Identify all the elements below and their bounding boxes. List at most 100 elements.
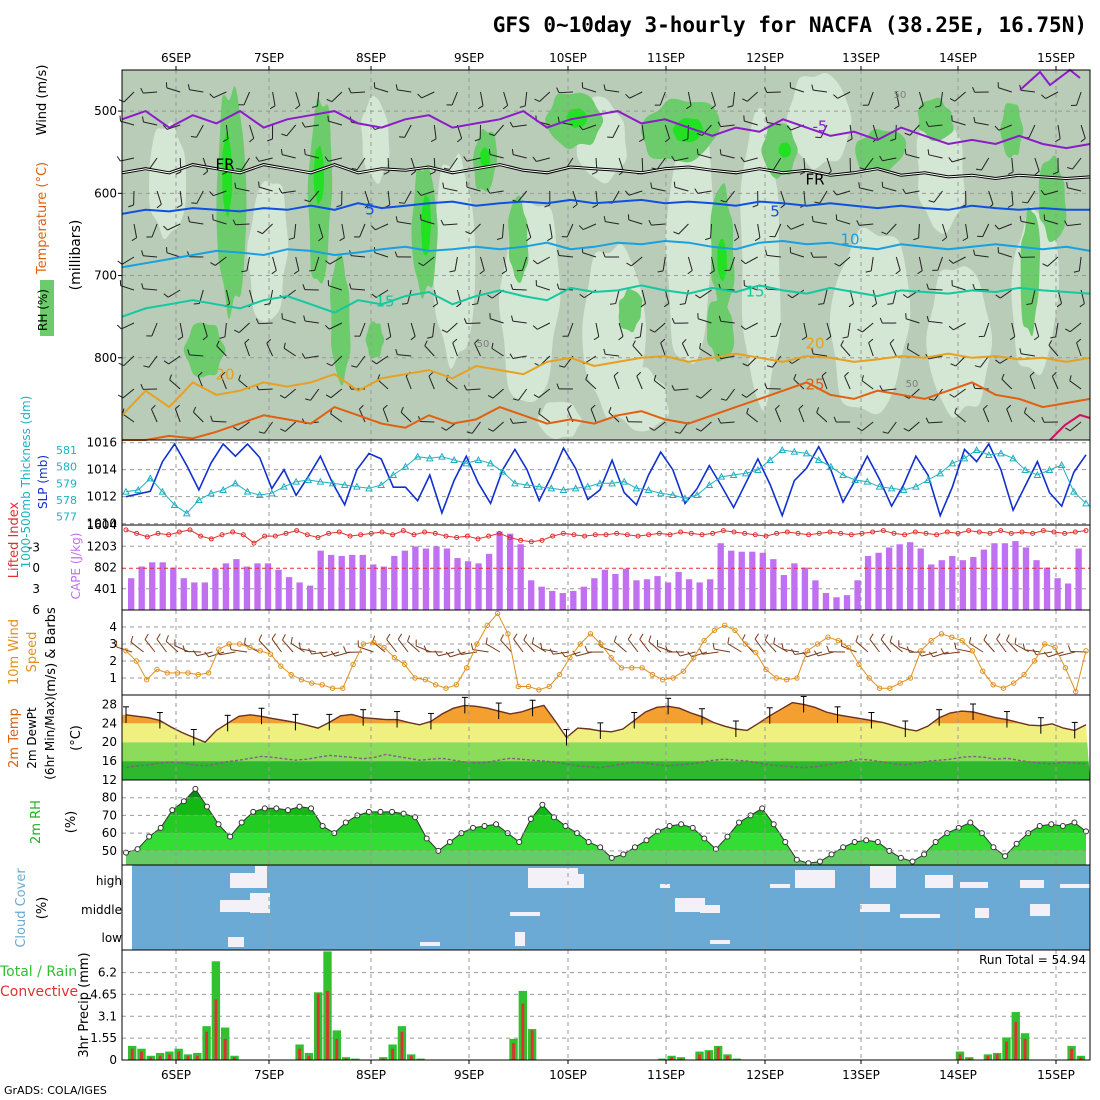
wind-barb [582,223,597,231]
thickness-line [125,449,1087,514]
wind-barb [490,318,504,324]
cape-bar [1033,560,1040,610]
wind-speed-marker [876,685,883,691]
wind-barb [981,157,990,171]
rh-marker [377,808,384,815]
wind-speed-marker [123,648,129,654]
wind-speed-marker [422,677,429,683]
wind-barb-feather [889,338,895,344]
wind-barb-feather [293,270,300,275]
surface-barb [773,643,788,653]
surface-barb [889,641,903,653]
wind-barb-feather [1067,167,1073,170]
cloud-level-label: high [96,874,122,888]
wind-barb-feather [351,365,357,368]
surface-barb [184,650,202,653]
wind-speed-marker [164,670,170,676]
wind-barb [886,223,897,235]
wind-barb-feather [766,365,773,368]
wind-barb-feather [699,342,702,349]
rh-marker [620,851,627,858]
wind-barb [792,289,805,299]
wind-barb [1078,256,1082,271]
thickness-tick-label: 580 [56,461,77,474]
wind-barb [282,318,296,324]
wind-barb [235,187,250,192]
wind-speed-marker [1011,680,1017,686]
wind-barb-feather [720,199,727,203]
cape-bar [549,590,556,610]
wind-barb [629,91,643,99]
precip-convective-bar [726,1055,729,1060]
wind-speed-marker [918,648,924,654]
wind-speed-marker [505,631,511,637]
cloud-clear-block [870,866,896,888]
surface-barb-feather [343,646,347,653]
wind-barb [174,408,181,423]
thickness-marker [729,470,738,478]
wind-barb [212,219,227,225]
surface-barb [513,638,524,653]
wind-barb-feather [842,336,849,339]
wind-barb-feather [928,200,935,203]
lifted-index-marker [123,527,129,533]
wind-barb [823,289,828,304]
wind-barb-feather [452,338,458,344]
wind-barb-feather [650,182,653,189]
wind-speed-marker [752,649,759,656]
cape-bar [528,580,535,610]
rh-marker [527,815,534,822]
cape-bar [907,542,914,610]
wind-barb [433,289,439,304]
lifted-index-marker [582,533,588,539]
lifted-index-marker [934,532,940,538]
wind-barb-feather [681,338,687,344]
rh-marker [874,838,881,845]
rh-saturated-region [420,195,432,256]
thickness-tick-label: 578 [56,494,77,507]
surface-barb-feather [1022,643,1026,650]
precip-total-bar [658,1058,667,1060]
wind-speed-marker [309,680,315,686]
wind-barb-feather [1064,220,1068,226]
surface-barb [576,651,593,657]
surface-barb-feather [764,634,769,641]
wind-barb-feather [1042,263,1048,267]
cloud-level-label: middle [81,903,122,917]
wind-speed-marker [691,654,697,661]
wind-barb [700,421,712,432]
rh-marker [828,851,835,858]
wind-barb-feather [304,199,310,203]
wind-barb-feather [682,138,689,142]
precip-convective-bar [233,1057,236,1060]
thickness-marker [814,455,823,463]
isotherm-25 [122,381,1091,441]
rh-marker [261,805,268,812]
surface-barb-feather [192,650,198,656]
wind-barb-feather [592,204,598,208]
rh-marker [400,810,407,817]
wind-barb [281,154,296,159]
surface-barb [130,641,144,653]
cape-bar [696,582,703,610]
wind-barb [517,190,528,203]
cape-bar [349,554,356,610]
lifted-index-marker [198,533,204,539]
lifted-index-marker [656,530,662,536]
wind-barb [375,223,389,231]
surface-barb-feather [470,643,474,650]
wind-barb [861,380,874,390]
wind-barb-feather [832,190,838,196]
rh-marker [157,824,164,831]
wind-barb [179,322,184,337]
wind-barb-feather [1041,416,1045,423]
wind-barb-feather [695,395,702,399]
lifted-index-marker [678,529,684,535]
surface-barb [702,651,719,655]
cape-bar [917,548,924,610]
wind-barb [895,124,897,140]
slp-line [125,442,1087,518]
wind-barb [780,190,786,205]
wind-barb-feather [572,203,578,209]
